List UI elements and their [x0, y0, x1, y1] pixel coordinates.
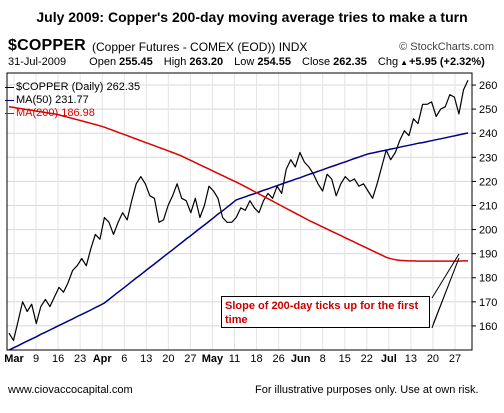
close-label: Close [302, 56, 331, 68]
chart-ticks: 160 170 180 190 200 210 220 230 240 250 260 Mar 9 16 2… [4, 80, 497, 365]
low-label: Low [234, 56, 255, 68]
plot-frame [6, 72, 473, 351]
legend-ma200: MA(200) 186.98 [5, 107, 140, 120]
x-tick-label: 13 [405, 353, 417, 365]
x-tick-label: 20 [427, 353, 439, 365]
legend: $COPPER (Daily) 262.35 MA(50) 231.77 MA(… [5, 81, 140, 120]
x-tick-label: 6 [121, 353, 127, 365]
brand-watermark: © StockCharts.com [399, 41, 494, 53]
y-tick-label: 260 [479, 80, 497, 92]
legend-ma50: MA(50) 231.77 [5, 94, 140, 107]
open-label: Open [89, 56, 117, 68]
x-tick-label: Jun [291, 353, 311, 365]
quote-date: 31-Jul-2009 [8, 56, 67, 68]
footer-website: www.ciovaccocapital.com [8, 384, 133, 396]
y-tick-label: 160 [479, 321, 497, 333]
x-tick-label: 27 [184, 353, 196, 365]
y-tick-label: 240 [479, 128, 497, 140]
y-tick-label: 180 [479, 273, 497, 285]
open-value: 255.45 [119, 56, 153, 68]
y-tick-label: 170 [479, 297, 497, 309]
y-tick-label: 210 [479, 200, 497, 212]
x-tick-label: 11 [229, 353, 240, 365]
price-line [8, 79, 469, 341]
callout-pointer [431, 253, 460, 299]
symbol: $COPPER [8, 37, 86, 54]
quote-row: 31-Jul-2009 Open 255.45 High 263.20 Low 254… [8, 56, 485, 68]
y-tick-label: 200 [479, 225, 497, 237]
callout-arrow [431, 257, 460, 329]
chart-series [8, 79, 469, 351]
chg-up-icon: ▲ [400, 58, 408, 67]
x-tick-label: 13 [140, 353, 152, 365]
chart-title: July 2009: Copper's 200-day moving avera… [36, 9, 468, 25]
x-tick-label: 26 [272, 353, 284, 365]
close-value: 262.35 [333, 56, 367, 68]
x-tick-label: 15 [339, 353, 351, 365]
x-tick-label: 16 [52, 353, 64, 365]
annotation-callout: Slope of 200-day ticks up for the first … [221, 296, 430, 328]
x-tick-label: Apr [93, 353, 113, 365]
ma50-line [8, 132, 469, 351]
symbol-description: (Copper Futures - COMEX (EOD)) INDX [92, 40, 308, 54]
chg-value: +5.95 (+2.32%) [409, 56, 485, 68]
y-tick-label: 190 [479, 249, 497, 261]
high-value: 263.20 [189, 56, 224, 68]
x-tick-label: May [202, 353, 224, 365]
x-tick-label: 20 [162, 353, 174, 365]
ma200-line [8, 105, 468, 262]
high-label: High [163, 56, 187, 68]
chg-label: Chg [377, 56, 399, 68]
x-tick-label: 23 [74, 353, 86, 365]
y-tick-label: 230 [479, 152, 497, 164]
x-tick-label: 18 [250, 353, 262, 365]
x-tick-label: 8 [320, 353, 326, 365]
x-tick-label: Jul [381, 353, 397, 365]
x-tick-label: 27 [449, 353, 461, 365]
low-value: 254.55 [257, 56, 291, 68]
y-tick-label: 220 [479, 176, 497, 188]
x-tick-label: 22 [361, 353, 373, 365]
footer-disclaimer: For illustrative purposes only. Use at o… [255, 384, 479, 396]
x-tick-label: Mar [4, 353, 24, 365]
y-tick-label: 250 [479, 104, 497, 116]
legend-price: $COPPER (Daily) 262.35 [5, 81, 140, 94]
x-tick-label: 9 [33, 353, 39, 365]
